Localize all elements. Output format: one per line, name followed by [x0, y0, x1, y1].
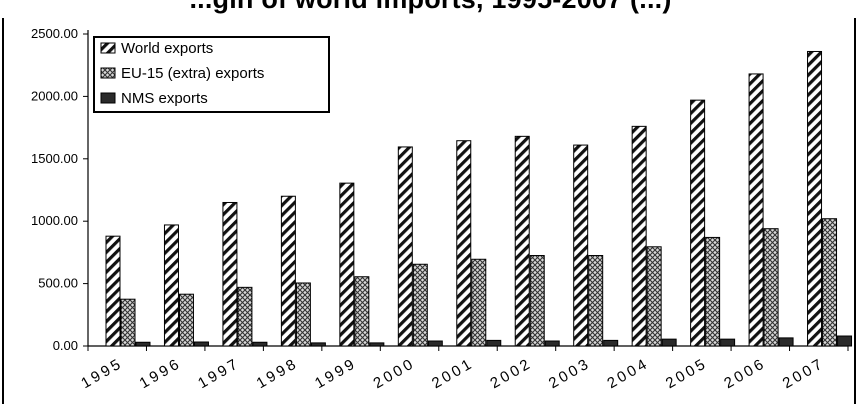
legend-label-world: World exports: [121, 40, 213, 57]
x-tick-label: 2006: [721, 355, 769, 392]
legend-label-nms: NMS exports: [121, 90, 208, 107]
eu15-exports-bar: [822, 218, 838, 347]
world-exports-bar: [397, 146, 413, 347]
x-tick-label: 2003: [546, 355, 594, 392]
nms-exports-bar: [427, 340, 443, 347]
eu15-exports-bar: [646, 246, 662, 347]
nms-exports-bar: [486, 339, 502, 347]
legend-label-eu15: EU-15 (extra) exports: [121, 65, 264, 82]
world-exports-bar: [748, 73, 764, 347]
eu15-exports-bar: [237, 286, 253, 347]
world-exports-bar: [105, 235, 121, 347]
world-exports-bar: [280, 195, 296, 347]
y-tick-label: 2500.00: [31, 26, 78, 41]
nms-exports-bar: [778, 337, 794, 347]
chart-title: ...gin of world imports, 1995-2007 (...): [0, 0, 861, 18]
world-exports-bar: [339, 182, 355, 347]
y-tick-label: 1500.00: [31, 151, 78, 166]
nms-exports-bar: [310, 342, 326, 347]
x-tick-label: 2005: [663, 355, 711, 392]
world-exports-bar: [807, 50, 823, 347]
nms-exports-bar: [135, 341, 151, 347]
world-exports-bar: [631, 125, 647, 347]
world-exports-bar: [514, 135, 530, 347]
eu15-exports-bar: [412, 263, 428, 347]
x-tick-label: 1996: [137, 355, 185, 392]
world-exports-bar: [222, 201, 238, 347]
x-tick-label: 2001: [429, 355, 477, 392]
world-exports-bar: [573, 144, 589, 347]
y-tick-label: 500.00: [38, 276, 78, 291]
x-tick-label: 1999: [312, 355, 360, 392]
x-tick-label: 2000: [371, 355, 419, 392]
nms-exports-bar: [193, 341, 209, 347]
nms-exports-bar: [369, 342, 385, 347]
eu15-exports-bar: [763, 228, 779, 347]
legend: World exports EU-15 (extra) exports NMS …: [93, 36, 330, 113]
nms-exports-bar: [252, 341, 268, 347]
world-exports-bar: [456, 140, 472, 347]
x-tick-label: 2004: [604, 355, 652, 392]
x-tick-label: 1998: [254, 355, 302, 392]
legend-swatch-nms: [100, 92, 116, 104]
x-tick-label: 1995: [78, 355, 126, 392]
eu15-exports-bar: [471, 258, 487, 347]
nms-exports-bar: [837, 335, 853, 347]
eu15-exports-bar: [529, 255, 545, 347]
x-tick-label: 2007: [780, 355, 828, 392]
chart-frame: [2, 18, 856, 404]
world-exports-bar: [690, 99, 706, 347]
eu15-exports-bar: [705, 236, 721, 347]
bars-group: [105, 50, 853, 347]
nms-exports-bar: [544, 340, 560, 347]
eu15-exports-bar: [120, 298, 136, 347]
eu15-exports-bar: [588, 255, 604, 347]
legend-swatch-world: [100, 42, 116, 54]
legend-box: [93, 36, 330, 113]
nms-exports-bar: [720, 338, 736, 347]
y-tick-label: 2000.00: [31, 88, 78, 103]
y-tick-label: 0.00: [53, 338, 78, 353]
x-tick-label: 2002: [487, 355, 535, 392]
x-tick-label: 1997: [195, 355, 243, 392]
eu15-exports-bar: [354, 276, 370, 347]
nms-exports-bar: [603, 339, 619, 347]
world-exports-bar: [163, 224, 179, 347]
nms-exports-bar: [661, 338, 677, 347]
y-tick-label: 1000.00: [31, 213, 78, 228]
eu15-exports-bar: [295, 282, 311, 347]
eu15-exports-bar: [178, 293, 194, 347]
legend-swatch-eu15: [100, 67, 116, 79]
